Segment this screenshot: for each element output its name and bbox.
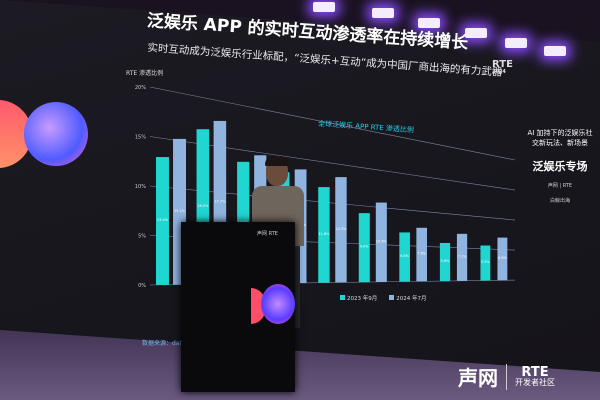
podium-logo: 声网 RTE xyxy=(257,231,278,237)
bar-value-label: 11.8% xyxy=(318,232,330,236)
bar xyxy=(416,227,428,282)
bar xyxy=(358,213,370,283)
bar xyxy=(399,232,410,282)
rte-2024-logo: RTE 2024 xyxy=(492,60,513,75)
rte-logo-text: RTE xyxy=(492,59,513,70)
bar-value-label: 6.8% xyxy=(400,254,410,258)
bar xyxy=(497,237,508,281)
bar xyxy=(335,177,347,283)
bar-value-label: 7.1% xyxy=(458,254,468,258)
stage-light xyxy=(372,8,394,18)
gridline xyxy=(149,136,516,191)
bar-value-label: 5.5% xyxy=(481,260,491,264)
gridline xyxy=(149,86,516,161)
stage-light xyxy=(418,18,440,28)
legend-item: 2024 年7月 xyxy=(389,294,427,302)
bar-value-label: 13.6% xyxy=(238,220,250,224)
bar-value-label: 15.1% xyxy=(174,209,186,213)
y-tick-label: 5% xyxy=(138,234,146,240)
data-source: 数据来源：data. xyxy=(142,340,188,347)
bar xyxy=(439,242,451,282)
gridline xyxy=(149,185,516,221)
rte-year: 2024 xyxy=(492,69,506,75)
bar xyxy=(318,187,330,283)
session-panel: AI 加持下的泛娱乐社交新玩法、新场景 泛娱乐专场 声网 | RTE 白鲸出海 xyxy=(525,128,595,204)
bar-value-label: 13.3% xyxy=(335,227,347,231)
y-tick-label: 0% xyxy=(138,283,146,289)
bar xyxy=(156,157,169,285)
bar xyxy=(456,233,468,281)
stage-light xyxy=(544,46,566,56)
brand-text: 声网 xyxy=(458,366,498,390)
podium: 声网 RTE xyxy=(181,222,295,392)
bar-value-label: 7.6% xyxy=(417,252,427,256)
sponsor-logo: 白鲸出海 xyxy=(549,198,570,204)
session-heading: AI 加持下的泛娱乐社交新玩法、新场景 xyxy=(527,129,593,147)
y-tick-label: 15% xyxy=(135,135,146,141)
bar-value-label: 6.9% xyxy=(498,256,508,260)
bar-value-label: 13.0% xyxy=(157,218,169,222)
bar-value-label: 9.0% xyxy=(360,245,370,249)
legend-label: 2023 年9月 xyxy=(347,296,378,302)
rte-text: RTE xyxy=(521,365,549,380)
stage-light xyxy=(465,28,487,38)
session-name: 泛娱乐专场 xyxy=(532,160,588,173)
y-axis-label: RTE 渗透比例 xyxy=(126,70,164,77)
bar-value-label: 17.7% xyxy=(214,200,226,204)
y-tick-label: 10% xyxy=(135,184,146,190)
y-tick-label: 20% xyxy=(135,85,146,91)
chart-legend: 2023 年9月 2024 年7月 xyxy=(340,294,427,302)
stage-light xyxy=(505,38,527,48)
bar xyxy=(375,202,387,282)
shengwang-rte-logo: 声网 RTE 开发者社区 xyxy=(458,362,555,391)
bar-value-label: 16.5% xyxy=(197,204,209,208)
bar-value-label: 10.6% xyxy=(376,239,388,243)
community-text: 开发者社区 xyxy=(515,378,555,387)
host-logo: 声网 | RTE xyxy=(547,183,573,189)
legend-label: 2024 年7月 xyxy=(396,296,427,302)
stage-light xyxy=(313,2,335,12)
legend-item: 2023 年9月 xyxy=(340,294,377,302)
bar xyxy=(480,245,491,281)
bar-value-label: 5.6% xyxy=(441,259,451,263)
